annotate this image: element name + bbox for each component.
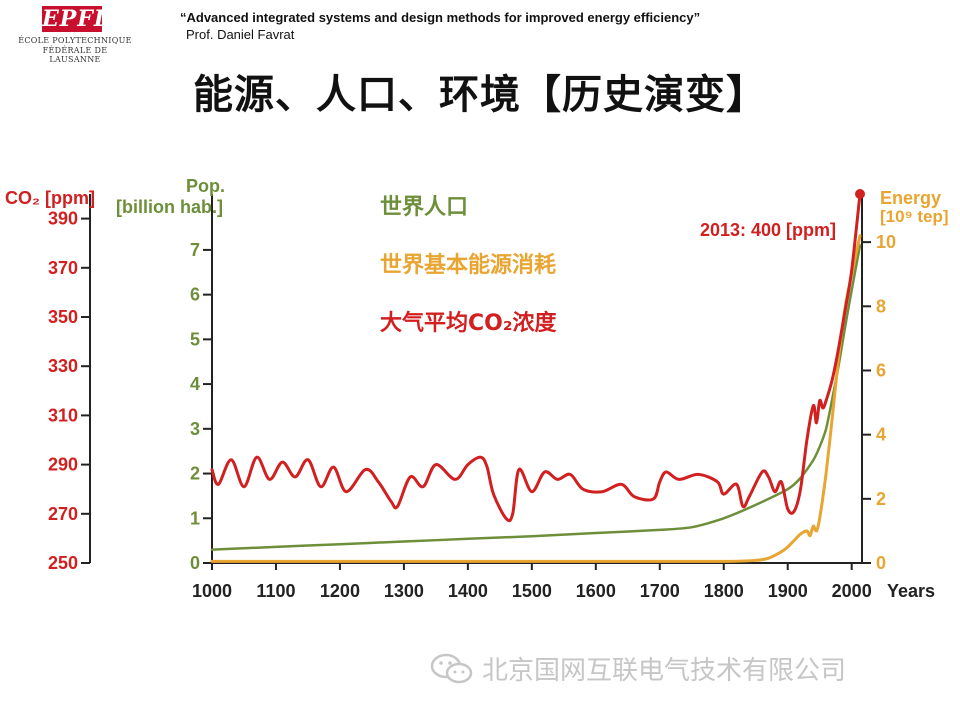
watermark-text: 北京国网互联电气技术有限公司: [482, 656, 847, 686]
page-title: 能源、人口、环境【历史演变】: [193, 72, 767, 118]
logo-line-1: ÉCOLE POLYTECHNIQUE: [18, 36, 132, 45]
energy-tick-label: 2: [876, 489, 886, 509]
header-title: “Advanced integrated systems and design …: [180, 10, 701, 25]
co2-series-line: [210, 192, 862, 523]
x-tick-label: 1100: [256, 581, 295, 601]
legend-item: 世界人口: [380, 195, 468, 220]
energy-axis-title: Energy: [880, 188, 941, 208]
population-tick-label: 1: [190, 508, 200, 528]
epfl-logo: EPFL ÉCOLE POLYTECHNIQUE FÉDÉRALE DE LAU…: [12, 6, 131, 64]
x-tick-label: 1300: [384, 581, 424, 601]
population-tick-label: 2: [190, 464, 200, 484]
logo-line-2: FÉDÉRALE DE LAUSANNE: [42, 46, 108, 64]
x-tick-label: 1700: [640, 581, 680, 601]
series-layer: [210, 189, 865, 563]
x-tick-label: 2000: [832, 581, 872, 601]
co2-tick-label: 390: [48, 209, 78, 229]
legend-item: 大气平均CO₂浓度: [380, 310, 557, 336]
co2-tick-label: 310: [48, 405, 78, 425]
population-series-line: [210, 244, 862, 551]
x-tick-label: 1000: [192, 581, 232, 601]
population-tick-label: 7: [190, 240, 200, 260]
co2-tick-label: 370: [48, 258, 78, 278]
energy-tick-label: 0: [876, 553, 886, 573]
header-author: Prof. Daniel Favrat: [186, 27, 295, 42]
x-tick-label: 1500: [512, 581, 552, 601]
co2-tick-label: 330: [48, 356, 78, 376]
x-axis-label: Years: [887, 581, 935, 601]
x-tick-label: 1900: [768, 581, 808, 601]
energy-axis-unit: [10⁹ tep]: [880, 207, 949, 226]
legend-item: 世界基本能源消耗: [380, 252, 556, 278]
wechat-icon: [430, 653, 473, 683]
labels-layer: 250 270 290 310 330 350 370 390 0 1 2 3 4 5 6 7 0 2 4 6 8 10 1…: [5, 176, 949, 601]
x-tick-label: 1400: [448, 581, 488, 601]
co2-tick-label: 270: [48, 504, 78, 524]
x-tick-label: 1200: [320, 581, 360, 601]
co2-tick-label: 250: [48, 553, 78, 573]
energy-tick-label: 4: [876, 425, 886, 445]
x-tick-label: 1800: [704, 581, 744, 601]
energy-series-line: [210, 234, 862, 563]
population-tick-label: 3: [190, 419, 200, 439]
population-axis-title: Pop.: [186, 176, 225, 196]
co2-axis-title: CO₂ [ppm]: [5, 188, 95, 208]
population-tick-label: 4: [190, 374, 200, 394]
energy-tick-label: 8: [876, 296, 886, 316]
energy-tick-label: 10: [876, 232, 896, 252]
co2-endpoint-marker: [855, 189, 865, 199]
epfl-logo-mark: EPFL: [42, 6, 111, 32]
x-tick-label: 1600: [576, 581, 616, 601]
axes-layer: [81, 194, 871, 570]
population-tick-label: 5: [190, 329, 200, 349]
co2-tick-label: 290: [48, 455, 78, 475]
population-tick-label: 6: [190, 285, 200, 305]
population-axis-unit: [billion hab.]: [116, 197, 223, 217]
co2-annotation: 2013: 400 [ppm]: [700, 220, 836, 240]
co2-tick-label: 350: [48, 307, 78, 327]
population-tick-label: 0: [190, 553, 200, 573]
watermark: 北京国网互联电气技术有限公司: [430, 650, 846, 687]
energy-tick-label: 6: [876, 360, 886, 380]
